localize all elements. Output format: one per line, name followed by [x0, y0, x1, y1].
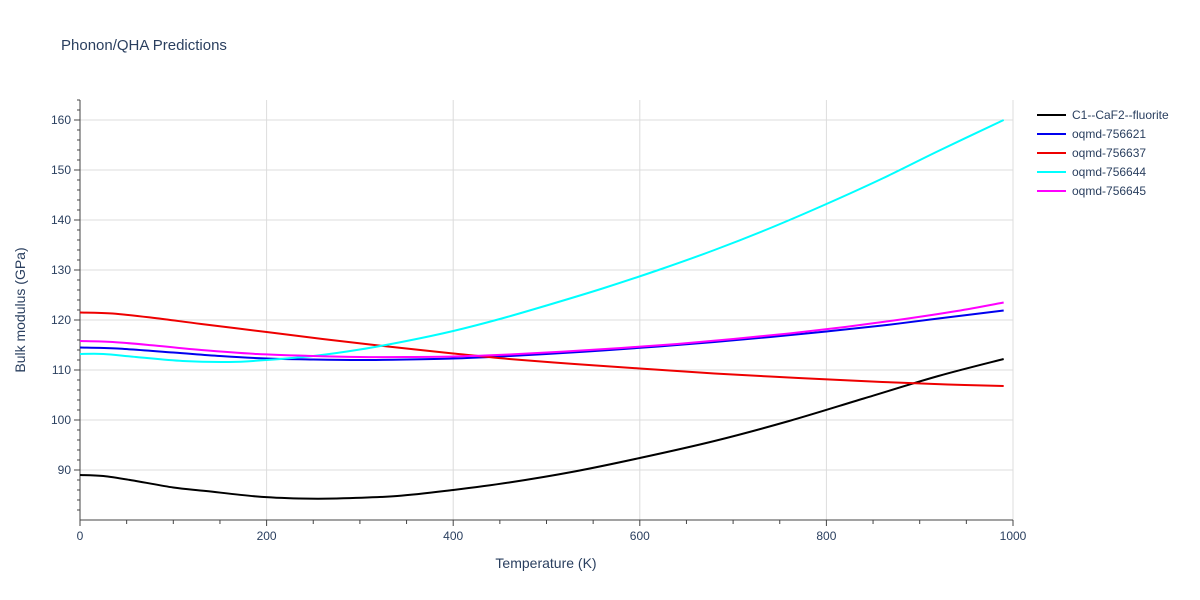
legend-label: C1--CaF2--fluorite	[1072, 108, 1169, 122]
chart-title: Phonon/QHA Predictions	[61, 37, 227, 54]
x-tick-label: 1000	[1000, 529, 1027, 543]
legend-label: oqmd-756621	[1072, 127, 1146, 141]
legend-label: oqmd-756637	[1072, 146, 1146, 160]
legend-label: oqmd-756645	[1072, 184, 1146, 198]
x-tick-label: 400	[443, 529, 463, 543]
x-tick-label: 600	[630, 529, 650, 543]
axes: 0 200 400 600 800 1000 90 100 110 120 130 140 150 160	[51, 99, 1027, 543]
series-line-oqmd-756644	[79, 119, 1005, 364]
y-tick-label: 90	[58, 463, 72, 477]
y-tick-label: 160	[51, 113, 71, 127]
x-tick-label: 0	[77, 529, 84, 543]
x-tick-label: 200	[257, 529, 277, 543]
x-tick-label: 800	[816, 529, 836, 543]
y-tick-label: 130	[51, 263, 71, 277]
y-tick-label: 120	[51, 313, 71, 327]
y-tick-label: 110	[52, 363, 71, 377]
y-tick-label: 150	[51, 163, 71, 177]
grid-lines	[80, 100, 1014, 520]
legend-label: oqmd-756644	[1072, 165, 1146, 179]
series-line-oqmd-756645	[79, 301, 1004, 359]
series-line-C1--CaF2--fluorite	[79, 358, 1004, 500]
y-axis-title: Bulk modulus (GPa)	[12, 247, 28, 372]
y-tick-label: 140	[51, 213, 71, 227]
y-tick-label: 100	[51, 413, 71, 427]
series-lines	[79, 119, 1005, 500]
series-line-oqmd-756621	[79, 309, 1004, 362]
series-line-oqmd-756637	[79, 311, 1004, 387]
x-axis-title: Temperature (K)	[495, 555, 596, 571]
legend: C1--CaF2--fluorite oqmd-756621 oqmd-756637…	[1037, 108, 1169, 198]
